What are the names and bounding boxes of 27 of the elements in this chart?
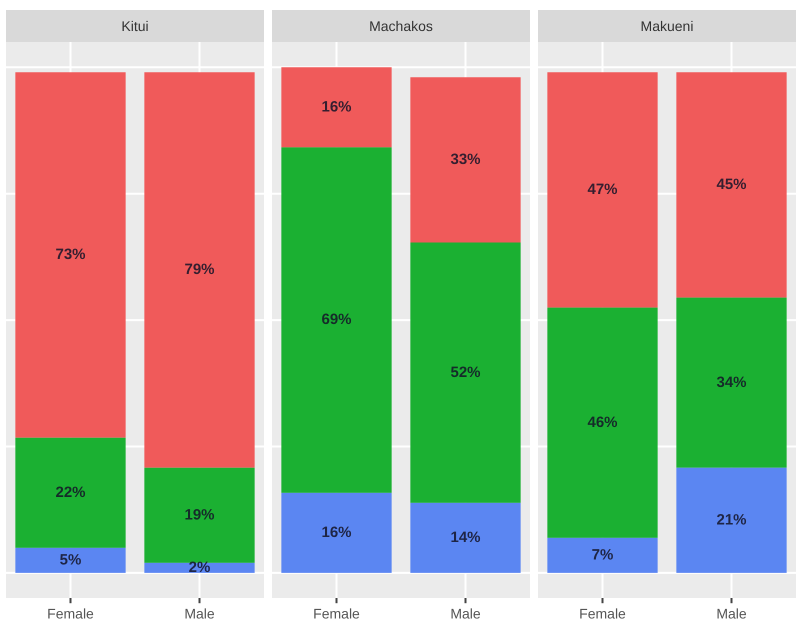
x-tick-label: Male	[450, 605, 481, 622]
x-tick-label: Male	[184, 605, 215, 622]
data-label: 46%	[587, 414, 618, 431]
x-tick-label: Female	[579, 605, 626, 622]
data-label: 33%	[450, 151, 481, 168]
data-label: 52%	[450, 364, 481, 381]
panel-header: Makueni	[538, 10, 796, 42]
data-label: 47%	[587, 181, 618, 198]
data-label: 45%	[716, 176, 747, 194]
data-label: 21%	[716, 511, 747, 528]
x-tick-label: Female	[47, 605, 94, 622]
data-label: 79%	[184, 261, 215, 278]
panel-header: Kitui	[6, 10, 264, 42]
data-label: 34%	[716, 374, 747, 391]
data-label: 14%	[450, 529, 481, 546]
data-label: 16%	[321, 98, 352, 116]
x-tick-label: Female	[313, 605, 360, 622]
data-label: 7%	[592, 546, 614, 564]
data-label: 73%	[55, 246, 86, 264]
data-label: 69%	[321, 311, 352, 328]
data-label: 19%	[184, 506, 215, 524]
data-label: 16%	[321, 524, 352, 542]
data-label: 5%	[60, 552, 82, 569]
panel-header: Machakos	[272, 10, 530, 42]
data-label: 2%	[188, 559, 210, 576]
data-label: 22%	[55, 484, 86, 501]
x-tick-label: Male	[716, 605, 747, 622]
